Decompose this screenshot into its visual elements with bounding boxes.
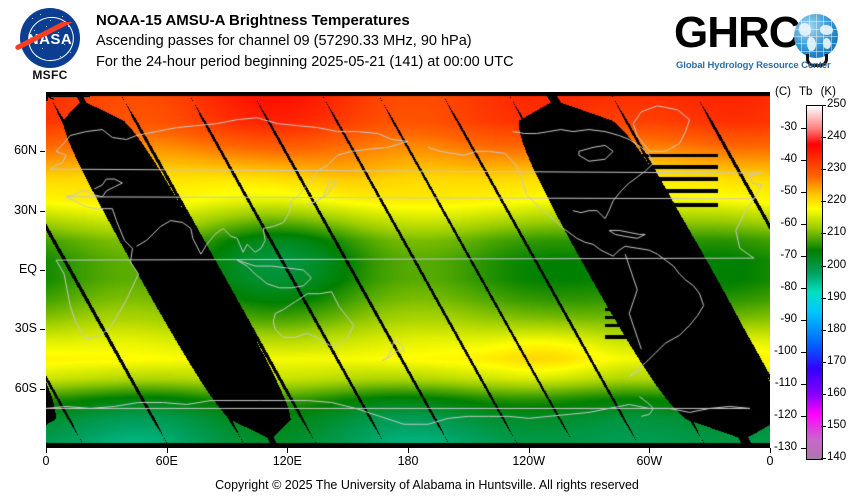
ghrc-wordmark: GHRC <box>674 8 801 57</box>
brightness-temperature-map[interactable] <box>46 92 770 448</box>
colorbar-tick-right <box>821 233 826 235</box>
colorbar-label-celsius: -100 <box>773 345 797 358</box>
latitude-label: 30S <box>14 321 37 336</box>
latitude-tick <box>40 151 45 153</box>
colorbar-label-celsius: -70 <box>780 248 797 261</box>
longitude-tick <box>166 448 168 453</box>
title-block: NOAA-15 AMSU-A Brightness Temperatures A… <box>96 10 696 73</box>
colorbar-label-kelvin: 210 <box>827 226 847 239</box>
colorbar-tick-right <box>821 458 826 459</box>
colorbar-tick-left <box>801 448 806 450</box>
colorbar-label-celsius: -120 <box>773 409 797 422</box>
colorbar-label-kelvin: 250 <box>827 98 847 110</box>
longitude-label: 180 <box>397 454 419 468</box>
latitude-tick <box>40 210 45 212</box>
longitude-tick <box>528 448 530 453</box>
colorbar-header: (C) Tb (K) <box>775 86 841 98</box>
colorbar-unit-celsius: (C) <box>775 86 791 98</box>
colorbar-tick-left <box>801 191 806 193</box>
colorbar-tick-right <box>821 425 826 427</box>
colorbar-tick-right <box>821 137 826 139</box>
colorbar-tick-right <box>821 105 826 106</box>
ghrc-subtitle: Global Hydrology Resource Center <box>676 60 831 71</box>
ghrc-logo: GHRC Global Hydrology Resource Center <box>674 8 840 80</box>
ghrc-subtitle-text: Global Hydrology Resource Center <box>676 60 831 71</box>
longitude-tick <box>770 448 771 453</box>
colorbar-tick-left <box>801 320 806 321</box>
colorbar-gradient <box>807 106 822 459</box>
colorbar-label-kelvin: 200 <box>827 258 847 271</box>
colorbar-label-kelvin: 240 <box>827 130 847 143</box>
colorbar-tick-left <box>801 416 806 418</box>
longitude-tick <box>46 448 47 453</box>
latitude-tick <box>40 329 45 331</box>
nasa-logo: NASA MSFC <box>14 6 86 84</box>
colorbar-tick-left <box>801 352 806 354</box>
colorbar-tick-right <box>821 329 826 331</box>
colorbar-label-kelvin: 160 <box>827 386 847 399</box>
page-period: For the 24-hour period beginning 2025-05… <box>96 54 514 70</box>
colorbar-label-celsius: -90 <box>780 313 797 325</box>
colorbar-tick-left <box>801 223 806 225</box>
colorbar-tick-right <box>821 169 826 171</box>
node-marker-icon <box>46 92 90 101</box>
globe-icon <box>794 14 838 58</box>
longitude-label: 60E <box>155 454 178 468</box>
colorbar-tick-right <box>821 393 826 395</box>
latitude-label: EQ <box>18 262 37 276</box>
latitude-label: 60S <box>14 380 37 395</box>
latitude-label: 60N <box>14 143 37 158</box>
colorbar-tick-left <box>801 159 806 161</box>
nasa-swoosh-icon <box>12 22 78 50</box>
longitude-label: 60W <box>636 454 663 468</box>
colorbar-label-celsius: -110 <box>774 377 797 390</box>
longitude-label: 0 <box>766 454 774 468</box>
colorbar-label-kelvin: 140 <box>827 451 847 463</box>
colorbar-label-celsius: -50 <box>780 184 797 197</box>
longitude-tick <box>287 448 289 453</box>
nasa-center-label: MSFC <box>32 68 68 82</box>
colorbar-tick-right <box>821 297 826 299</box>
map-frame <box>46 92 770 448</box>
longitude-label: 120E <box>272 454 302 468</box>
colorbar-tick-right <box>821 265 826 267</box>
globe-stand-icon <box>806 54 828 67</box>
colorbar-tick-left <box>801 287 806 289</box>
longitude-tick <box>649 448 651 453</box>
colorbar-unit-kelvin: (K) <box>820 86 836 98</box>
colorbar-label-kelvin: 170 <box>827 354 847 367</box>
longitude-label: 0 <box>42 454 50 468</box>
colorbar-label-kelvin: 230 <box>827 162 847 175</box>
longitude-tick <box>408 448 409 453</box>
copyright-notice: Copyright © 2025 The University of Alaba… <box>215 478 639 492</box>
colorbar-tick-left <box>801 384 806 386</box>
colorbar[interactable] <box>806 105 823 460</box>
colorbar-label-kelvin: 220 <box>827 194 847 207</box>
colorbar-tick-left <box>801 127 806 129</box>
page-title: NOAA-15 AMSU-A Brightness Temperatures <box>96 12 410 29</box>
latitude-tick <box>40 388 45 390</box>
colorbar-tick-right <box>821 361 826 363</box>
colorbar-label-celsius: -40 <box>780 152 797 165</box>
longitude-label: 120W <box>512 454 546 468</box>
colorbar-tick-left <box>801 255 806 257</box>
colorbar-label-kelvin: 190 <box>827 290 847 303</box>
colorbar-tick-right <box>821 201 826 203</box>
colorbar-label-kelvin: 150 <box>827 418 847 431</box>
colorbar-label-celsius: -80 <box>780 280 797 293</box>
page-subtitle: Ascending passes for channel 09 (57290.3… <box>96 33 472 49</box>
latitude-label: 30N <box>14 202 37 217</box>
colorbar-label-celsius: -130 <box>773 441 797 454</box>
colorbar-label-celsius: -60 <box>780 216 797 229</box>
latitude-tick <box>40 270 45 271</box>
colorbar-label-celsius: -30 <box>780 120 797 133</box>
colorbar-label-kelvin: 180 <box>827 322 847 335</box>
colorbar-quantity: Tb <box>798 86 813 98</box>
